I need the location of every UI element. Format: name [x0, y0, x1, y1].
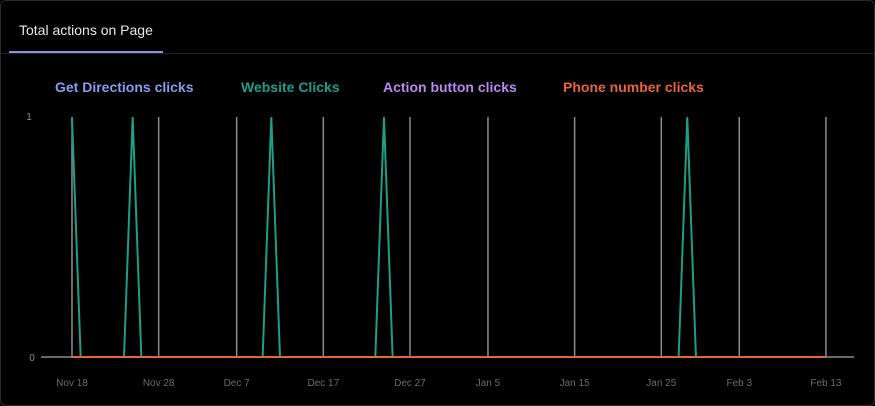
y-tick-1: 1: [26, 112, 32, 123]
gridlines: [71, 117, 827, 357]
x-tick-label: Jan 15: [560, 378, 590, 389]
x-tick-label: Jan 5: [476, 378, 501, 389]
legend-website-clicks[interactable]: Website Clicks: [241, 79, 340, 95]
y-tick-0: 0: [29, 353, 35, 364]
x-tick-label: Dec 7: [224, 378, 251, 389]
y-axis: 1 0: [26, 112, 35, 364]
tab-bar: Total actions on Page: [1, 1, 874, 54]
x-tick-label: Nov 28: [143, 378, 175, 389]
x-tick-label: Nov 18: [56, 378, 88, 389]
legend-get-directions[interactable]: Get Directions clicks: [55, 79, 194, 95]
series-line-website-clicks: [71, 116, 826, 358]
legend-phone-number-clicks[interactable]: Phone number clicks: [563, 79, 704, 95]
x-tick-label: Dec 17: [307, 378, 339, 389]
x-tick-label: Dec 27: [394, 378, 426, 389]
series-layer: [71, 116, 826, 358]
x-tick-label: Jan 25: [646, 378, 676, 389]
x-tick-label: Feb 13: [810, 378, 842, 389]
x-tick-label: Feb 3: [726, 378, 752, 389]
tab-total-actions[interactable]: Total actions on Page: [9, 1, 163, 53]
x-axis: Nov 18 Nov 28 Dec 7 Dec 17 Dec 27 Jan 5 Jan 15…: [56, 378, 842, 389]
legend-action-button-clicks[interactable]: Action button clicks: [383, 79, 517, 95]
